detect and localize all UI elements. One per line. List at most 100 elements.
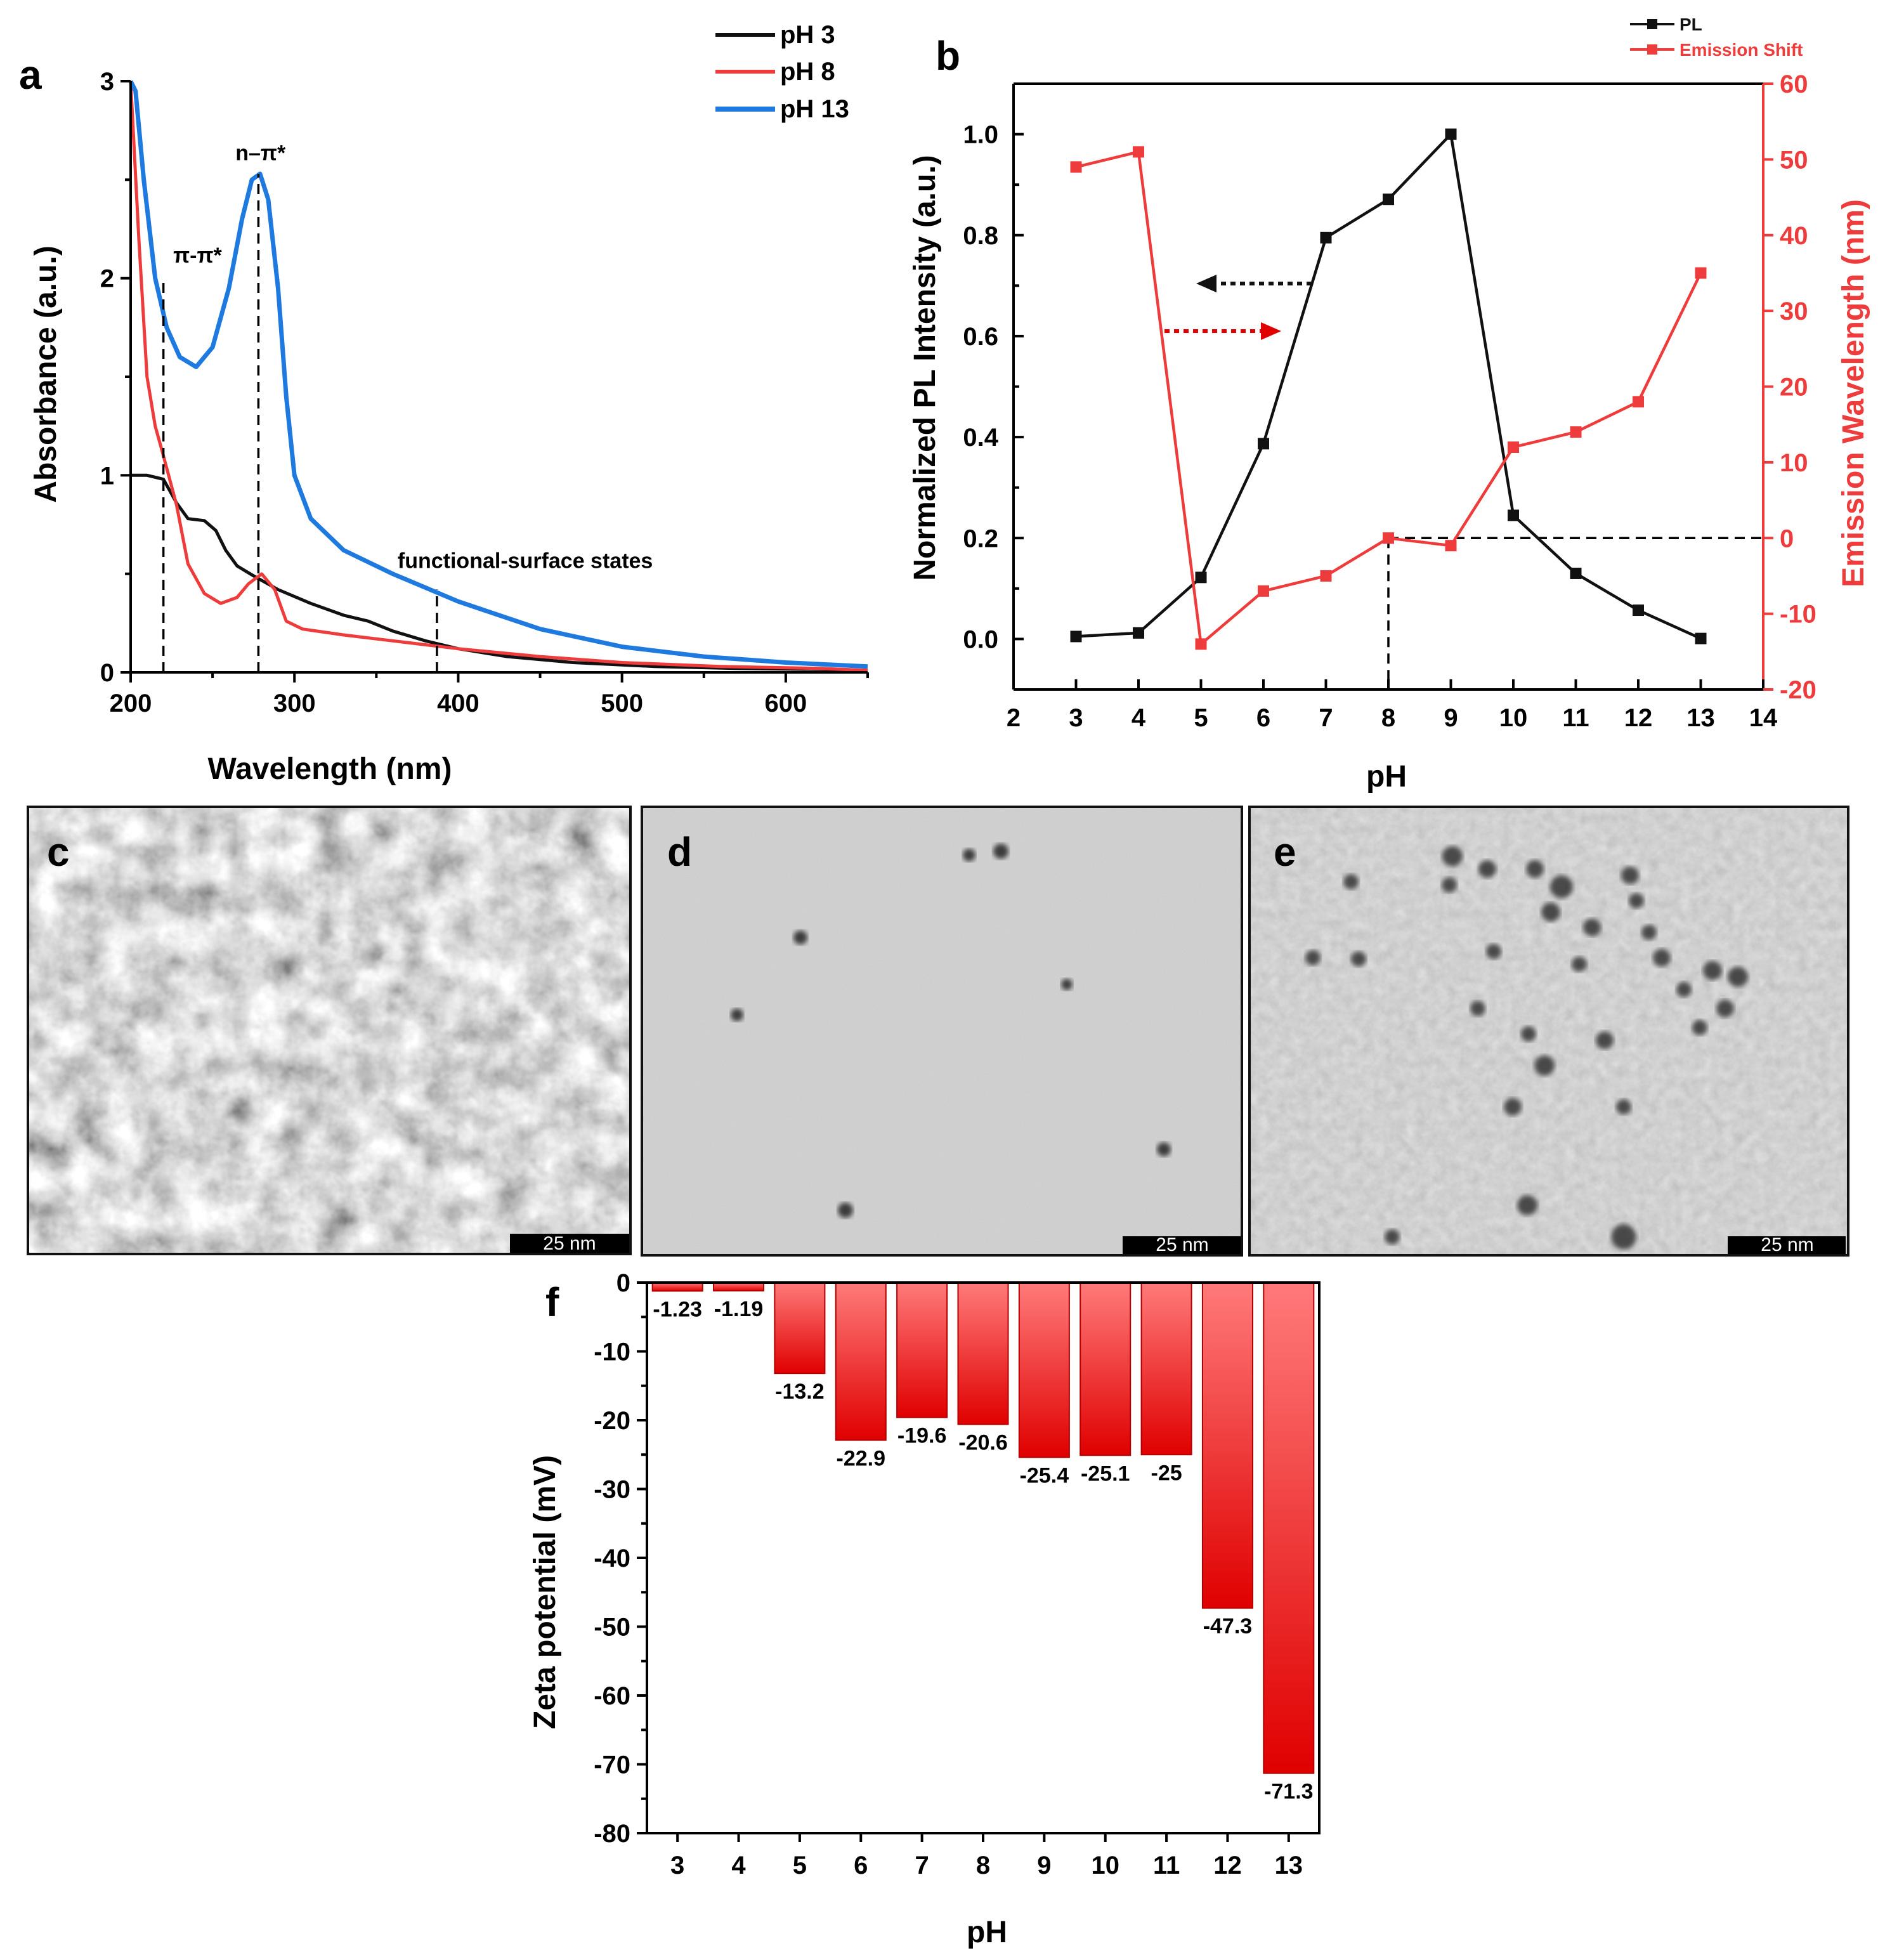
bar-ph-8 <box>957 1282 1009 1425</box>
data-point-pl <box>1570 567 1582 579</box>
panel-b-y-axis-label: Normalized PL Intensity (a.u.) <box>908 155 942 580</box>
tem-frame-c <box>27 806 632 1255</box>
bar-value-label-ph-13: -71.3 <box>1264 1780 1314 1804</box>
scale-bar-c <box>510 1234 629 1253</box>
data-point-emission-shift <box>1133 146 1144 158</box>
x-tick-label-400: 400 <box>437 689 479 717</box>
legend-label-emission-shift: Emission Shift <box>1680 40 1803 60</box>
x-tick-label-200: 200 <box>110 689 152 717</box>
x-tick-label-4: 4 <box>731 1852 746 1879</box>
bar-value-label-ph-4: -1.19 <box>714 1297 764 1321</box>
panel-a-legend: pH 3 pH 8 pH 13 <box>715 21 849 123</box>
nanoparticle <box>1517 1195 1537 1215</box>
panel-label-a: a <box>19 52 42 98</box>
data-point-pl <box>1508 509 1519 521</box>
x-tick-label-3: 3 <box>670 1852 684 1879</box>
panel-f-zeta-chart: f -1.23 3 -1.19 4 -13.2 5 -22.9 6 -19.6 7 -20.6 8 -2… <box>528 1269 1321 1949</box>
panel-d-particles <box>731 844 1171 1218</box>
y-tick-label--20: -20 <box>594 1407 630 1435</box>
y-tick-label-0: 0 <box>100 659 114 687</box>
legend-marker-pl <box>1647 19 1657 29</box>
x-tick-label-13: 13 <box>1686 704 1715 732</box>
panel-b-x-axis-label: pH <box>1366 760 1407 794</box>
tem-frame-d <box>641 806 1243 1257</box>
tem-frame-e <box>1248 806 1849 1257</box>
panel-label-b: b <box>936 33 960 79</box>
nanoparticle <box>1521 1026 1536 1042</box>
legend-marker-emission-shift <box>1647 44 1657 55</box>
bar-value-label-ph-10: -25.1 <box>1081 1461 1130 1486</box>
x-tick-label-300: 300 <box>273 689 316 717</box>
arrowhead-left-black <box>1196 275 1216 292</box>
data-point-emission-shift <box>1258 585 1269 597</box>
panel-b-pl-chart: b 2 3 4 5 6 7 8 9 10 11 12 13 14 0.0 0.2 0.4 0.6 0.8 1.0 -2… <box>908 15 1870 794</box>
bar-value-label-ph-11: -25 <box>1151 1461 1182 1485</box>
y2-tick-label-30: 30 <box>1780 297 1808 325</box>
y-tick-label-0.6: 0.6 <box>963 323 998 351</box>
y2-tick-label-50: 50 <box>1780 146 1808 174</box>
bar-ph-11 <box>1140 1282 1192 1456</box>
nanoparticle <box>1596 1031 1614 1049</box>
y2-tick-label--20: -20 <box>1780 676 1817 704</box>
bar-ph-3 <box>651 1282 703 1292</box>
y-tick-label-0.2: 0.2 <box>963 525 998 552</box>
x-tick-label-7: 7 <box>1319 704 1333 732</box>
legend-label-pl: PL <box>1680 15 1702 34</box>
nanoparticle <box>1728 967 1748 987</box>
nanoparticle <box>1526 860 1544 878</box>
nanoparticle <box>1653 949 1671 967</box>
data-point-emission-shift <box>1195 638 1207 650</box>
nanoparticle <box>1629 893 1644 908</box>
panel-a-absorbance-chart: a 200 300 400 500 600 0 1 2 3 π-π* n–π* functional-… <box>19 21 869 786</box>
x-tick-label-13: 13 <box>1275 1852 1303 1879</box>
panel-a-x-axis-label: Wavelength (nm) <box>208 752 452 786</box>
bar-value-label-ph-3: -1.23 <box>653 1297 702 1321</box>
x-tick-label-8: 8 <box>976 1852 990 1879</box>
data-point-emission-shift <box>1508 441 1519 453</box>
nanoparticle <box>1616 1099 1631 1114</box>
bar-ph-13 <box>1263 1282 1315 1774</box>
y-tick-label--30: -30 <box>594 1476 630 1504</box>
annotation-2: functional-surface states <box>398 549 653 573</box>
x-tick-label-6: 6 <box>854 1852 868 1879</box>
nanoparticle <box>1343 874 1359 889</box>
panel-d-tem-image: d 25 nm <box>641 806 1243 1257</box>
panel-c-tem-image: c 25 nm <box>27 806 632 1255</box>
annotation-0: π-π* <box>173 244 222 268</box>
nanoparticle <box>1385 1229 1400 1245</box>
series-line-ph3 <box>131 473 868 672</box>
x-tick-label-10: 10 <box>1091 1852 1119 1879</box>
y-tick-label-0: 0.0 <box>963 625 998 653</box>
bar-value-label-ph-9: -25.4 <box>1020 1464 1069 1488</box>
x-tick-label-6: 6 <box>1256 704 1270 732</box>
y2-tick-label--10: -10 <box>1780 601 1817 629</box>
y-tick-label-2: 2 <box>100 265 114 293</box>
y2-tick-label-20: 20 <box>1780 374 1808 402</box>
x-tick-label-2: 2 <box>1007 704 1021 732</box>
x-tick-label-11: 11 <box>1562 704 1589 732</box>
data-point-pl <box>1445 128 1457 140</box>
x-tick-label-500: 500 <box>601 689 643 717</box>
nanoparticle <box>1442 846 1463 866</box>
arrowhead-right-red <box>1261 322 1281 340</box>
nanoparticle <box>1534 1055 1555 1076</box>
bar-value-label-ph-12: -47.3 <box>1203 1614 1253 1638</box>
nanoparticle <box>1478 860 1496 878</box>
data-point-pl <box>1695 632 1707 644</box>
x-tick-label-4: 4 <box>1132 704 1146 732</box>
scale-bar-e <box>1728 1236 1846 1254</box>
y2-tick-label-40: 40 <box>1780 222 1808 250</box>
panel-b-plot-area: 2 3 4 5 6 7 8 9 10 11 12 13 14 0.0 0.2 0.4 0.6 0.8 1.0 -20 -… <box>963 70 1816 732</box>
x-tick-label-14: 14 <box>1749 704 1778 732</box>
annotation-1: n–π* <box>235 141 286 165</box>
bar-ph-6 <box>835 1282 887 1441</box>
y-tick-label-0.8: 0.8 <box>963 222 998 250</box>
legend-label-ph13: pH 13 <box>780 95 849 123</box>
y-tick-label--60: -60 <box>594 1682 630 1710</box>
data-point-pl <box>1258 438 1269 450</box>
nanoparticle <box>1550 875 1573 898</box>
scale-bar-label-e: 25 nm <box>1761 1234 1813 1255</box>
panel-label-e: e <box>1274 829 1296 875</box>
nanoparticle <box>1621 866 1639 884</box>
x-tick-label-12: 12 <box>1213 1852 1242 1879</box>
